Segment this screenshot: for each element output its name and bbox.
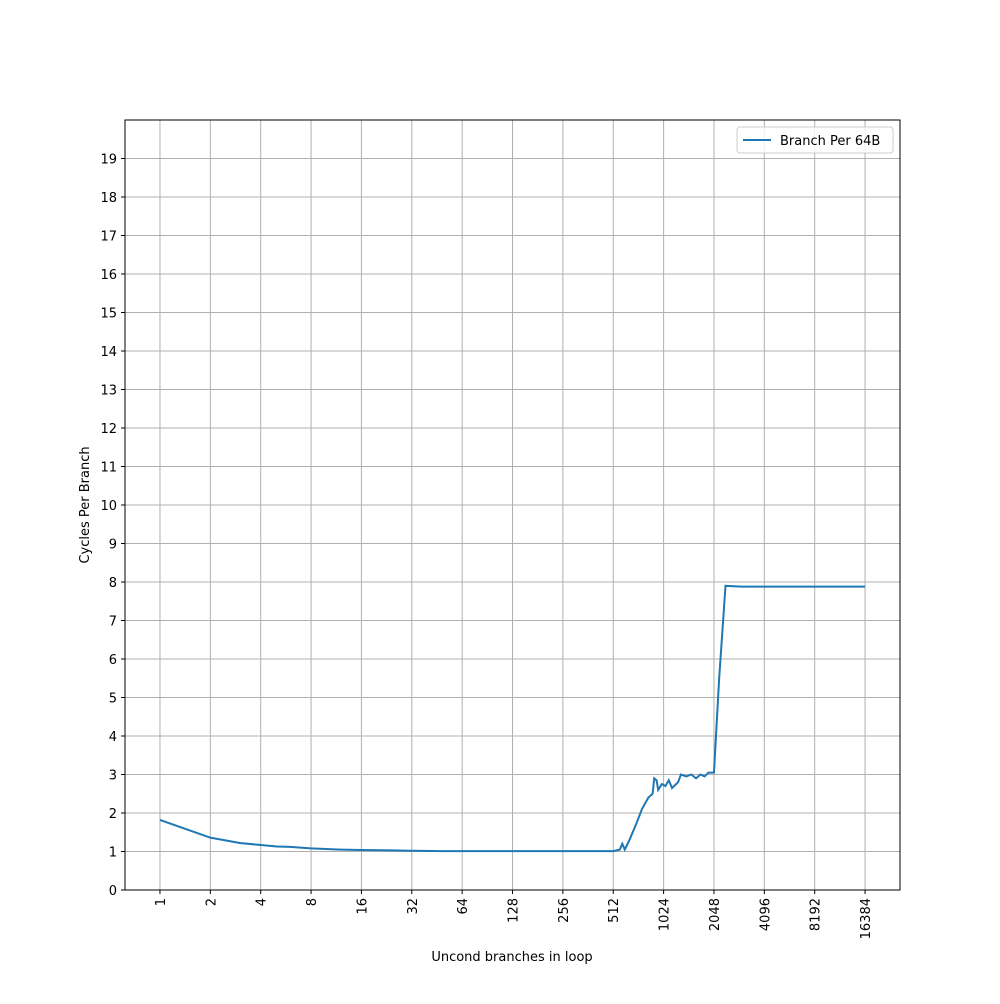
x-tick-label: 2048 [708, 898, 723, 931]
y-tick-label: 7 [109, 615, 117, 630]
y-tick-label: 3 [109, 769, 117, 784]
y-tick-label: 16 [100, 268, 117, 283]
y-tick-label: 17 [100, 230, 117, 245]
y-tick-label: 1 [109, 846, 117, 861]
x-tick-label: 16 [355, 898, 370, 915]
y-tick-label: 0 [109, 884, 117, 899]
x-tick-label: 64 [456, 898, 471, 915]
x-tick-label: 8 [305, 898, 320, 906]
x-tick-label: 32 [406, 898, 421, 915]
x-tick-label: 2 [204, 898, 219, 906]
x-tick-label: 256 [557, 898, 572, 923]
y-tick-label: 14 [100, 345, 117, 360]
x-tick-label: 4096 [758, 898, 773, 931]
x-tick-label: 1 [154, 898, 169, 906]
y-tick-label: 2 [109, 807, 117, 822]
y-tick-label: 12 [100, 422, 117, 437]
x-axis-label: Uncond branches in loop [431, 950, 592, 965]
y-tick-label: 19 [100, 153, 117, 168]
x-tick-label: 512 [607, 898, 622, 923]
plot-frame [124, 119, 901, 891]
y-tick-label: 11 [100, 461, 117, 476]
y-tick-label: 9 [109, 538, 117, 553]
y-tick-label: 15 [100, 307, 117, 322]
y-tick-label: 18 [100, 191, 117, 206]
y-tick-label: 8 [109, 576, 117, 591]
x-tick-label: 1024 [658, 898, 673, 931]
x-tick-label: 8192 [809, 898, 824, 931]
legend-box [736, 126, 894, 154]
legend-label: Branch Per 64B [780, 134, 880, 149]
y-tick-label: 13 [100, 384, 117, 399]
y-tick-label: 5 [109, 692, 117, 707]
y-tick-label: 6 [109, 653, 117, 668]
y-axis-label: Cycles Per Branch [78, 446, 93, 563]
x-tick-label: 128 [507, 898, 522, 923]
y-tick-label: 10 [100, 499, 117, 514]
x-tick-label: 4 [255, 898, 270, 906]
data-line [159, 584, 866, 853]
x-tick-label: 16384 [859, 898, 874, 939]
y-tick-label: 4 [109, 730, 117, 745]
